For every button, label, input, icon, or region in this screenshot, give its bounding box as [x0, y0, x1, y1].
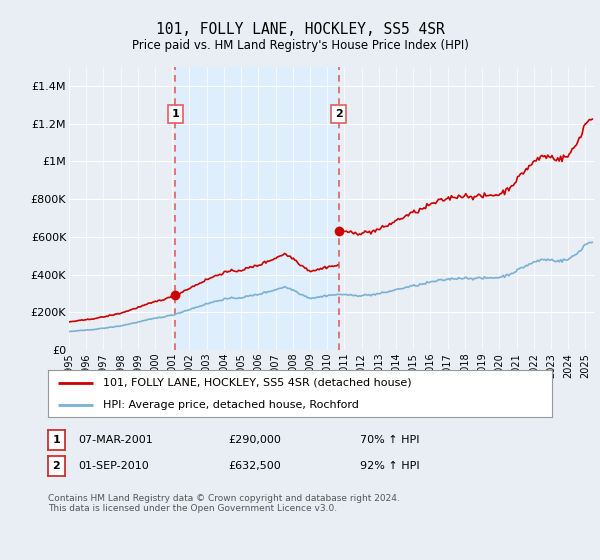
Text: 70% ↑ HPI: 70% ↑ HPI: [360, 435, 419, 445]
Text: 2: 2: [335, 109, 343, 119]
Text: 101, FOLLY LANE, HOCKLEY, SS5 4SR (detached house): 101, FOLLY LANE, HOCKLEY, SS5 4SR (detac…: [103, 378, 412, 388]
Text: £632,500: £632,500: [228, 461, 281, 471]
Text: HPI: Average price, detached house, Rochford: HPI: Average price, detached house, Roch…: [103, 400, 359, 410]
Text: 1: 1: [172, 109, 179, 119]
Text: £290,000: £290,000: [228, 435, 281, 445]
Text: 101, FOLLY LANE, HOCKLEY, SS5 4SR: 101, FOLLY LANE, HOCKLEY, SS5 4SR: [155, 22, 445, 38]
Text: 01-SEP-2010: 01-SEP-2010: [78, 461, 149, 471]
Text: Price paid vs. HM Land Registry's House Price Index (HPI): Price paid vs. HM Land Registry's House …: [131, 39, 469, 52]
Bar: [175, 67, 339, 350]
Text: 1: 1: [53, 435, 60, 445]
Text: Contains HM Land Registry data © Crown copyright and database right 2024.
This d: Contains HM Land Registry data © Crown c…: [48, 494, 400, 514]
Text: 2: 2: [53, 461, 60, 471]
Text: 92% ↑ HPI: 92% ↑ HPI: [360, 461, 419, 471]
Text: 07-MAR-2001: 07-MAR-2001: [78, 435, 153, 445]
